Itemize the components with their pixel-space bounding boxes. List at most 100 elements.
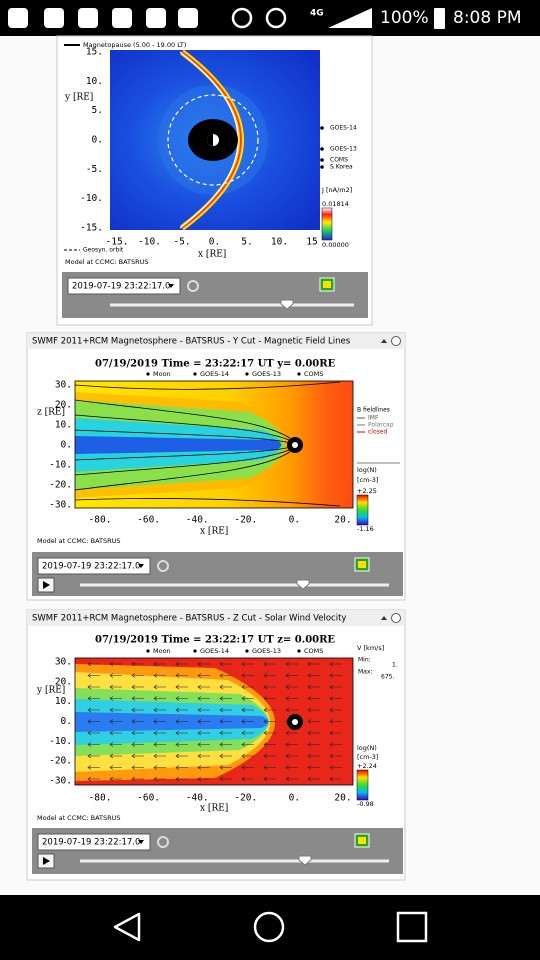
flow-arrow [175, 661, 188, 667]
min-label: Min: [358, 657, 371, 664]
flow-arrow [241, 673, 254, 678]
notification-icon [178, 8, 198, 28]
flow-arrow [131, 661, 144, 667]
network-type: 4G [310, 9, 324, 19]
refresh-button[interactable] [157, 836, 169, 848]
flow-arrow [285, 753, 298, 759]
earth-night [207, 134, 213, 146]
flow-arrow [131, 707, 144, 713]
flow-arrow [263, 776, 276, 782]
x-tick-label: 10. [271, 237, 288, 248]
close-button[interactable] [391, 336, 401, 346]
flow-arrow [153, 776, 166, 782]
flow-arrow [109, 684, 122, 690]
flow-arrow [153, 696, 166, 701]
flow-arrow [153, 742, 166, 747]
recents-button[interactable] [396, 911, 428, 943]
flow-arrow [241, 696, 254, 701]
flow-arrow [329, 776, 342, 782]
flow-arrow [307, 696, 320, 701]
y-tick-label: -30. [49, 500, 72, 511]
x-axis-label: x [RE] [198, 250, 226, 260]
close-button[interactable] [391, 613, 401, 623]
y-tick-label: -10. [49, 460, 72, 471]
time-slider-thumb[interactable] [298, 855, 312, 866]
flow-arrow [263, 684, 276, 690]
flow-arrow [87, 730, 100, 736]
flow-arrow [241, 719, 254, 724]
field-line [74, 414, 291, 441]
notification-icon [78, 8, 98, 28]
flow-arrow [175, 684, 188, 690]
flow-arrow [285, 730, 298, 736]
collapse-button[interactable] [381, 616, 387, 620]
flow-arrow [109, 776, 122, 782]
flow-arrow [285, 684, 298, 690]
refresh-button[interactable] [157, 560, 169, 572]
export-button-inner [358, 837, 366, 844]
date-dropdown[interactable] [37, 833, 151, 851]
plot-title: Magnetopause (5.00 - 19.00 LT) [83, 41, 186, 49]
date-dropdown[interactable] [37, 557, 151, 575]
flow-arrow [153, 753, 166, 759]
date-dropdown[interactable] [67, 277, 181, 295]
flow-arrow [131, 742, 144, 747]
legend-entry: GOES-14 [200, 370, 229, 378]
y-tick-label: -20. [49, 480, 72, 491]
flow-arrow [153, 673, 166, 678]
field-line [74, 429, 291, 444]
flow-arrow [197, 696, 210, 701]
flow-arrow [307, 765, 320, 770]
legend-entry: GOES-14 [330, 125, 357, 132]
field-legend-entry: B fieldlines [357, 407, 390, 414]
flow-arrow [285, 742, 298, 747]
clock: 8:08 PM [453, 8, 522, 28]
flow-arrow [131, 673, 144, 678]
flow-arrow [109, 753, 122, 759]
collapse-button[interactable] [381, 339, 387, 343]
legend-entry: GOES-13 [330, 146, 357, 153]
flow-arrow [329, 730, 342, 736]
legend-entry: COMS [330, 157, 348, 164]
flow-arrow [175, 742, 188, 747]
flow-arrow [241, 765, 254, 770]
y-tick-label: -10. [80, 193, 103, 204]
flow-arrow [241, 684, 254, 690]
colorbar [356, 494, 369, 526]
flow-arrow [219, 765, 232, 770]
field-legend-entry: IMF [368, 415, 379, 422]
x-tick-label: -20. [234, 793, 257, 804]
min-value: 1. [392, 662, 398, 669]
flow-arrow [285, 707, 298, 713]
x-axis-label: x [RE] [200, 527, 228, 537]
flow-arrow [285, 673, 298, 678]
flow-arrow [87, 776, 100, 782]
refresh-button[interactable] [187, 280, 199, 292]
notification-icon [8, 8, 28, 28]
flow-arrow [197, 742, 210, 747]
flow-arrow [329, 661, 342, 667]
time-slider-thumb[interactable] [280, 299, 294, 310]
flow-arrow [87, 684, 100, 690]
legend-symbol [297, 649, 301, 653]
field-line [74, 498, 341, 507]
flow-arrow [197, 684, 210, 690]
x-tick-label: -10. [138, 237, 161, 248]
flow-arrow [153, 730, 166, 736]
colorbar-label: log(N) [357, 744, 377, 752]
x-tick-label: 0. [289, 793, 300, 804]
flow-arrow [109, 673, 122, 678]
flow-arrow [329, 753, 342, 759]
orbit-label: Geosyn. orbit [83, 247, 124, 254]
signal-icon [328, 8, 372, 28]
flow-arrow [241, 776, 254, 782]
flow-arrow [263, 673, 276, 678]
back-button[interactable] [113, 912, 141, 942]
home-button[interactable] [253, 911, 285, 943]
time-slider-thumb[interactable] [296, 579, 310, 590]
export-button-inner [323, 281, 331, 288]
earth [292, 442, 298, 448]
flow-arrow [329, 673, 342, 678]
flow-arrow [263, 730, 276, 736]
legend-symbol [320, 147, 324, 151]
